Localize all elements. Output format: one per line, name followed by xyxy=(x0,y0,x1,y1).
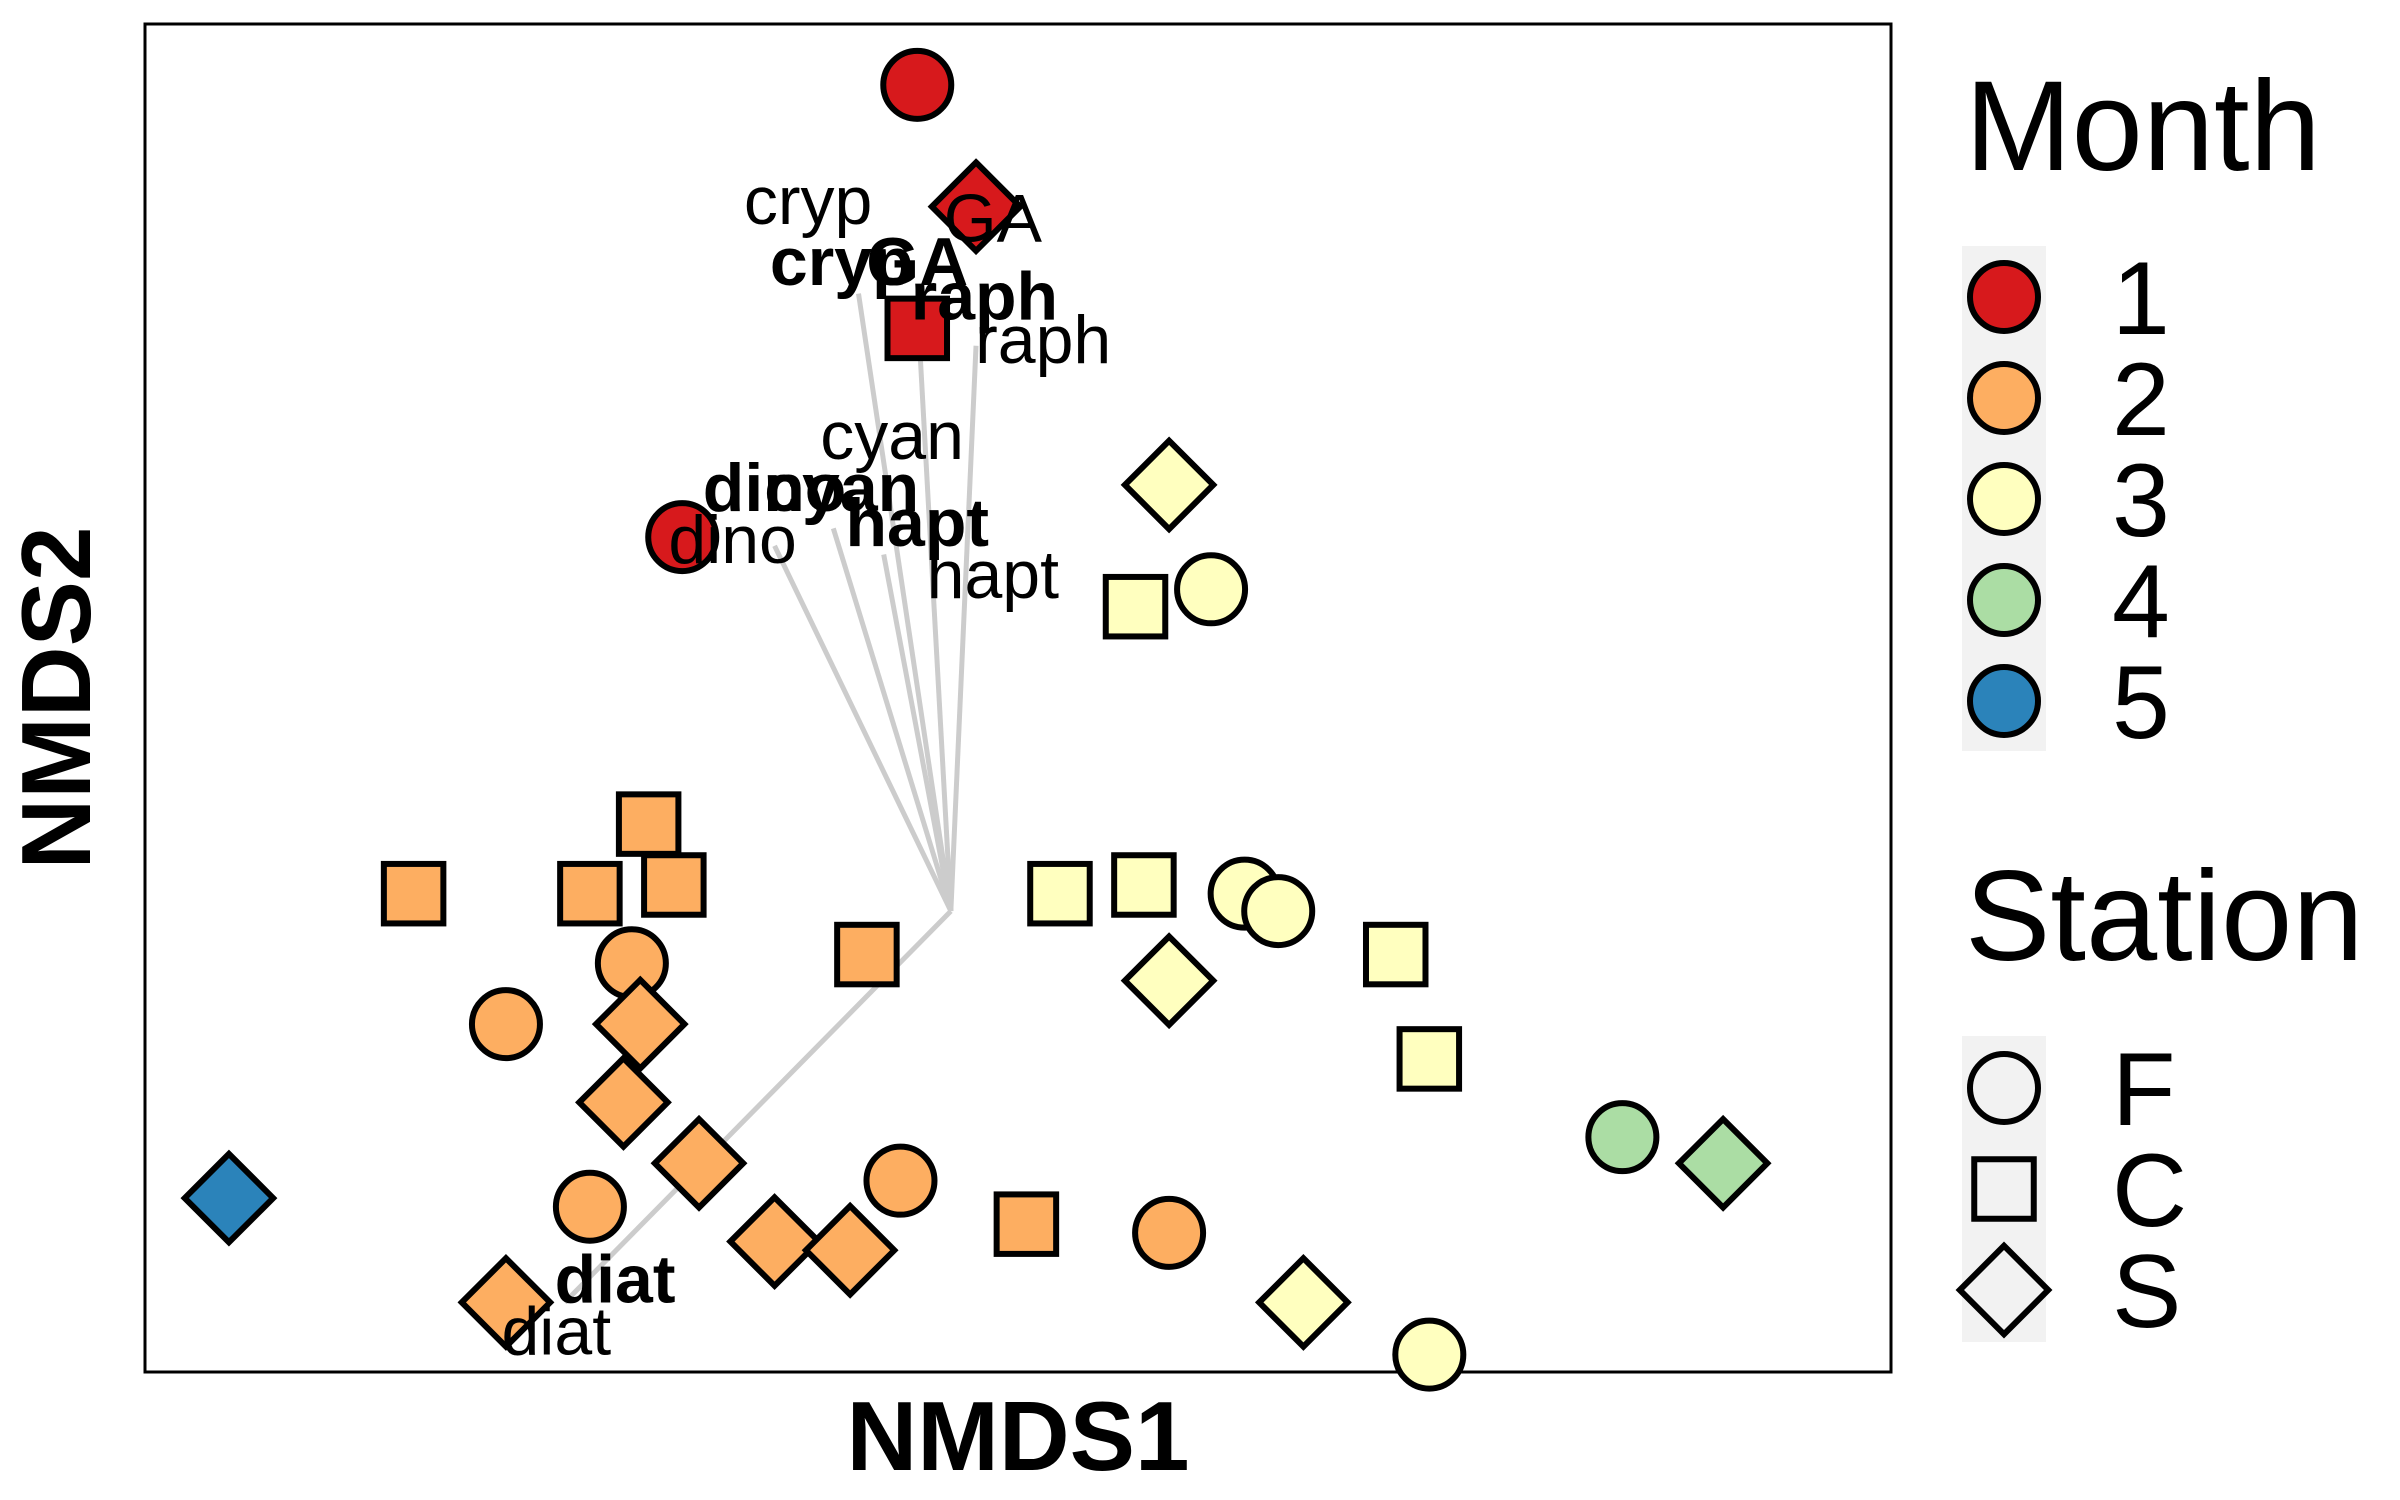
data-point xyxy=(457,1253,555,1351)
legend-station-key xyxy=(1955,1241,2053,1339)
legend-station-title: Station xyxy=(1965,845,2364,988)
vector-label-cryp: cryp xyxy=(744,163,872,239)
vector-label-bold-dino: dino xyxy=(703,450,847,526)
data-point xyxy=(1120,436,1218,534)
legend-month-label: 3 xyxy=(2112,443,2170,559)
vector-label-GA: GA xyxy=(944,180,1043,256)
y-axis-title: NMDS2 xyxy=(1,526,111,869)
data-point xyxy=(557,860,623,927)
vector-line-cyan xyxy=(830,527,954,912)
legend-month-title: Month xyxy=(1965,55,2321,198)
data-point xyxy=(1102,573,1169,640)
vector-line-dino xyxy=(772,544,954,913)
legend-station-label: S xyxy=(2112,1234,2181,1350)
data-point xyxy=(1674,1114,1772,1212)
legend-station: FCS xyxy=(1955,1032,2187,1350)
point-layer xyxy=(180,47,1772,1392)
data-point xyxy=(863,1143,938,1218)
legend-month-key xyxy=(1967,462,2041,536)
legend-month-key xyxy=(1967,664,2041,738)
data-point xyxy=(1254,1253,1352,1351)
vector-label-bold-diat: diat xyxy=(555,1241,676,1317)
legend-station-key xyxy=(1967,1051,2041,1125)
data-point xyxy=(801,1201,899,1299)
vector-label-hapt: hapt xyxy=(927,537,1059,613)
data-point xyxy=(993,1191,1060,1257)
vector-label-cyan: cyan xyxy=(820,398,964,474)
vector-line-hapt xyxy=(881,554,954,912)
data-point xyxy=(575,1053,672,1151)
data-point xyxy=(645,500,720,575)
legend-month-label: 2 xyxy=(2112,342,2170,458)
vector-label-bold-raph: raph xyxy=(911,259,1058,335)
data-point xyxy=(1392,1317,1467,1392)
data-point xyxy=(650,1114,748,1212)
data-point xyxy=(1120,932,1218,1030)
data-point xyxy=(927,158,1025,256)
data-point xyxy=(1027,860,1093,927)
data-point xyxy=(1174,552,1249,627)
data-point xyxy=(1585,1100,1660,1175)
data-point xyxy=(1111,852,1177,918)
vector-line-cryp xyxy=(856,293,954,912)
legend-month-label: 5 xyxy=(2112,645,2170,761)
legend-station-label: C xyxy=(2112,1133,2187,1249)
legend-month-key xyxy=(1967,361,2041,435)
vector-label-bold-hapt: hapt xyxy=(845,485,989,561)
vector-line-raph xyxy=(948,345,979,912)
vector-label-bold-GA: GA xyxy=(866,224,968,300)
data-point xyxy=(468,987,543,1062)
data-point xyxy=(615,791,682,857)
data-point xyxy=(591,975,689,1073)
data-point xyxy=(380,860,447,927)
data-point xyxy=(834,921,900,988)
legend-station-label: F xyxy=(2112,1032,2176,1148)
data-point xyxy=(1241,874,1316,949)
data-point xyxy=(641,852,707,918)
legend-station-key xyxy=(1971,1156,2037,1222)
data-point xyxy=(1132,1195,1207,1270)
legend-month-key xyxy=(1967,260,2041,334)
legend-month-label: 1 xyxy=(2112,241,2170,357)
data-point xyxy=(880,47,955,122)
data-point xyxy=(1396,1026,1463,1092)
data-point xyxy=(552,1169,627,1244)
vector-labels: crypcrypGAGAraphraphcyancyandinodinohapt… xyxy=(501,163,1111,1370)
vector-line-GA xyxy=(914,302,954,912)
vector-label-dino: dino xyxy=(668,502,797,578)
data-point xyxy=(1362,921,1429,988)
vector-label-bold-cyan: cyan xyxy=(764,450,919,526)
legend-month-key xyxy=(1967,563,2041,637)
data-point xyxy=(726,1193,824,1290)
vector-label-raph: raph xyxy=(975,302,1111,378)
legend-month-label: 4 xyxy=(2112,544,2170,660)
vector-label-diat: diat xyxy=(501,1294,611,1370)
vector-label-bold-cryp: cryp xyxy=(770,224,914,300)
data-point xyxy=(884,295,951,362)
data-point xyxy=(180,1149,278,1247)
vector-lines xyxy=(562,293,979,1305)
x-axis-title: NMDS1 xyxy=(846,1381,1189,1491)
